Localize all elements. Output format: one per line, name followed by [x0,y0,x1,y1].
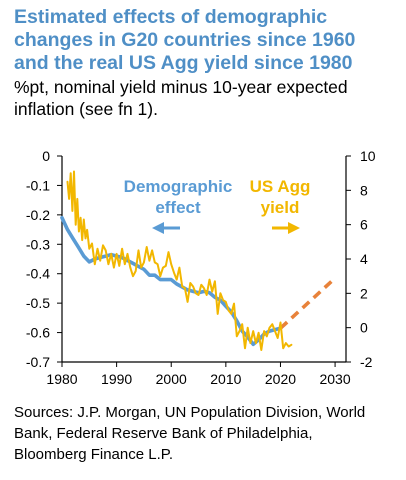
left-tick-label: -0.4 [26,266,50,282]
annotation-demographic-line1: Demographic [124,177,233,196]
chart-title: Estimated effects of demographic changes… [14,6,400,75]
line-chart: 0 -0.1 -0.2 -0.3 -0.4 -0.5 -0.6 -0.7 10 8 6 4 2 0 -2 19… [26,148,376,387]
right-tick-label: 0 [360,320,368,336]
right-tick-label: 8 [360,182,368,198]
plot-area [60,170,337,351]
left-tick-label: -0.3 [26,236,50,252]
sources-line: Sources: J.P. Morgan, UN Population Divi… [14,404,366,421]
subtitle-line: inflation (see fn 1). [14,99,158,119]
left-tick-label: -0.1 [26,177,50,193]
x-tick-label: 2000 [156,371,187,387]
title-line: and the real US Agg yield since 1980 [14,52,353,74]
left-tick-label: 0 [42,148,50,164]
subtitle-line: %pt, nominal yield minus 10-year expecte… [14,77,348,97]
axes: 0 -0.1 -0.2 -0.3 -0.4 -0.5 -0.6 -0.7 10 8 6 4 2 0 -2 19… [26,148,376,387]
annotation-demographic-line2: effect [155,198,201,217]
sources-line: Bloomberg Finance L.P. [14,446,173,463]
sources-line: Bank, Federal Reserve Bank of Philadelph… [14,425,313,442]
x-tick-label: 2030 [319,371,350,387]
right-tick-label: 2 [360,285,368,301]
right-tick-label: 6 [360,217,368,233]
x-tick-label: 1990 [101,371,132,387]
left-tick-label: -0.2 [26,207,50,223]
left-tick-label: -0.7 [26,354,50,370]
left-tick-label: -0.5 [26,295,50,311]
annotation-demographic-arrow-head [152,222,164,234]
annotation-yield-line1: US Agg [250,177,311,196]
series-demographic-line [60,216,283,347]
x-tick-label: 2020 [265,371,296,387]
right-tick-label: 10 [360,148,376,164]
annotation-yield-line2: yield [261,198,300,217]
sources-note: Sources: J.P. Morgan, UN Population Divi… [14,402,400,465]
chart-subtitle: %pt, nominal yield minus 10-year expecte… [14,76,400,120]
left-tick-label: -0.6 [26,325,50,341]
x-tick-label: 2010 [210,371,241,387]
title-line: Estimated effects of demographic [14,6,328,28]
right-tick-label: -2 [360,354,373,370]
series-projection-line [279,276,337,330]
x-tick-label: 1980 [46,371,77,387]
title-line: changes in G20 countries since 1960 [14,29,356,51]
right-tick-label: 4 [360,251,368,267]
series-yield-line [66,170,293,351]
annotations: Demographic effect US Agg yield [124,177,311,234]
annotation-yield-arrow-head [288,222,300,234]
